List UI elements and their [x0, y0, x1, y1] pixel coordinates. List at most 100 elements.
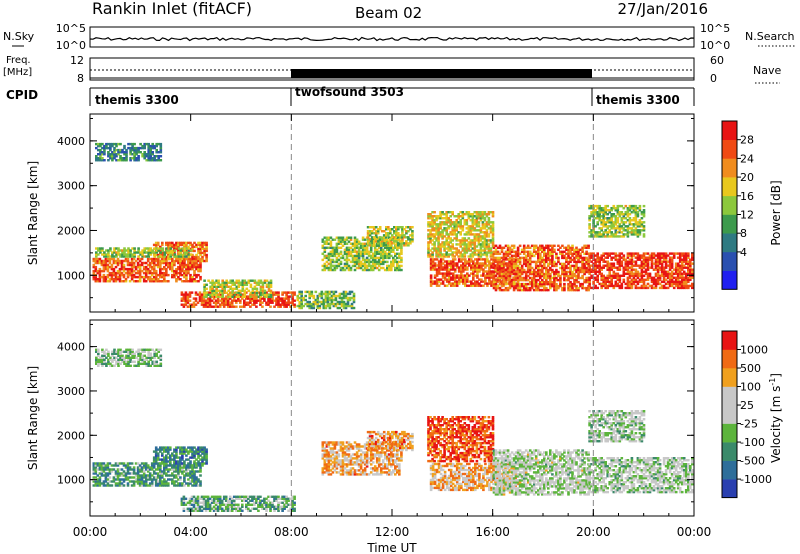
data-cell: [680, 258, 684, 261]
data-cell: [173, 275, 176, 279]
data-cell: [462, 276, 465, 279]
data-cell: [565, 252, 568, 256]
data-cell: [378, 236, 382, 239]
data-cell: [337, 254, 341, 258]
data-cell: [373, 262, 377, 266]
data-cell: [618, 276, 622, 280]
data-cell: [171, 243, 174, 247]
data-cell: [253, 299, 256, 302]
data-cell: [361, 250, 365, 254]
data-cell: [553, 264, 556, 268]
data-cell: [367, 252, 371, 256]
data-cell: [687, 268, 690, 271]
data-cell: [461, 243, 465, 246]
data-cell: [119, 157, 122, 160]
data-cell: [169, 253, 173, 256]
data-cell: [465, 243, 469, 246]
data-cell: [628, 258, 632, 261]
data-cell: [443, 241, 446, 244]
data-cell: [642, 266, 646, 269]
data-cell: [161, 267, 164, 271]
data-cell: [273, 293, 276, 296]
data-cell: [347, 246, 351, 250]
data-cell: [194, 291, 198, 294]
data-cell: [491, 235, 495, 238]
data-cell: [462, 268, 465, 271]
data-cell: [488, 262, 491, 265]
data-cell: [129, 153, 132, 156]
data-cell: [644, 258, 648, 261]
data-cell: [549, 258, 552, 262]
data-cell: [136, 265, 140, 269]
data-cell: [146, 271, 150, 275]
data-cell: [628, 217, 632, 220]
data-cell: [183, 263, 186, 267]
data-cell: [212, 305, 216, 308]
data-cell: [604, 213, 608, 216]
data-cell: [475, 237, 479, 240]
data-cell: [331, 248, 335, 252]
data-cell: [123, 253, 126, 256]
data-cell: [138, 267, 142, 271]
data-cell: [660, 260, 664, 263]
data-cell: [187, 247, 191, 250]
data-cell: [312, 304, 316, 308]
data-cell: [620, 221, 624, 224]
data-cell: [565, 260, 568, 264]
data-cell: [253, 281, 257, 284]
data-cell: [365, 250, 369, 254]
data-cell: [94, 257, 98, 261]
data-cell: [439, 245, 442, 248]
data-cell: [189, 267, 192, 271]
data-cell: [279, 299, 282, 302]
data-cell: [476, 270, 479, 273]
data-cell: [346, 298, 350, 302]
data-cell: [245, 283, 249, 287]
data-cell: [462, 282, 465, 285]
data-cell: [98, 269, 102, 273]
data-cell: [314, 302, 318, 306]
data-cell: [433, 241, 436, 244]
data-cell: [243, 283, 247, 287]
data-cell: [182, 293, 186, 296]
data-cell: [147, 157, 151, 160]
data-cell: [608, 262, 612, 265]
data-cell: [606, 276, 610, 280]
data-cell: [385, 228, 388, 231]
data-cell: [678, 284, 682, 288]
data-cell: [579, 248, 582, 252]
data-cell: [251, 295, 255, 299]
data-cell: [449, 266, 453, 269]
data-cell: [575, 266, 578, 270]
data-cell: [437, 262, 441, 265]
data-cell: [459, 255, 463, 258]
data-cell: [634, 268, 638, 271]
data-cell: [156, 241, 160, 245]
data-cell: [400, 248, 403, 252]
data-cell: [145, 142, 149, 146]
data-cell: [386, 268, 389, 272]
data-cell: [543, 258, 546, 262]
data-cell: [159, 144, 163, 148]
data-cell: [486, 276, 489, 279]
data-cell: [479, 243, 483, 246]
data-cell: [608, 217, 612, 220]
data-cell: [411, 230, 414, 233]
data-cell: [492, 276, 496, 280]
data-cell: [526, 274, 530, 278]
data-cell: [441, 213, 444, 216]
data-cell: [136, 275, 140, 279]
data-cell: [331, 250, 335, 254]
data-cell: [632, 219, 636, 222]
data-cell: [559, 278, 562, 282]
data-cell: [300, 304, 304, 308]
data-cell: [323, 254, 327, 258]
data-cell: [534, 288, 538, 292]
data-cell: [98, 257, 102, 261]
data-cell: [467, 247, 471, 250]
data-cell: [154, 273, 158, 277]
data-cell: [435, 270, 439, 273]
data-cell: [537, 260, 540, 264]
data-cell: [666, 264, 670, 267]
data-cell: [241, 305, 244, 308]
